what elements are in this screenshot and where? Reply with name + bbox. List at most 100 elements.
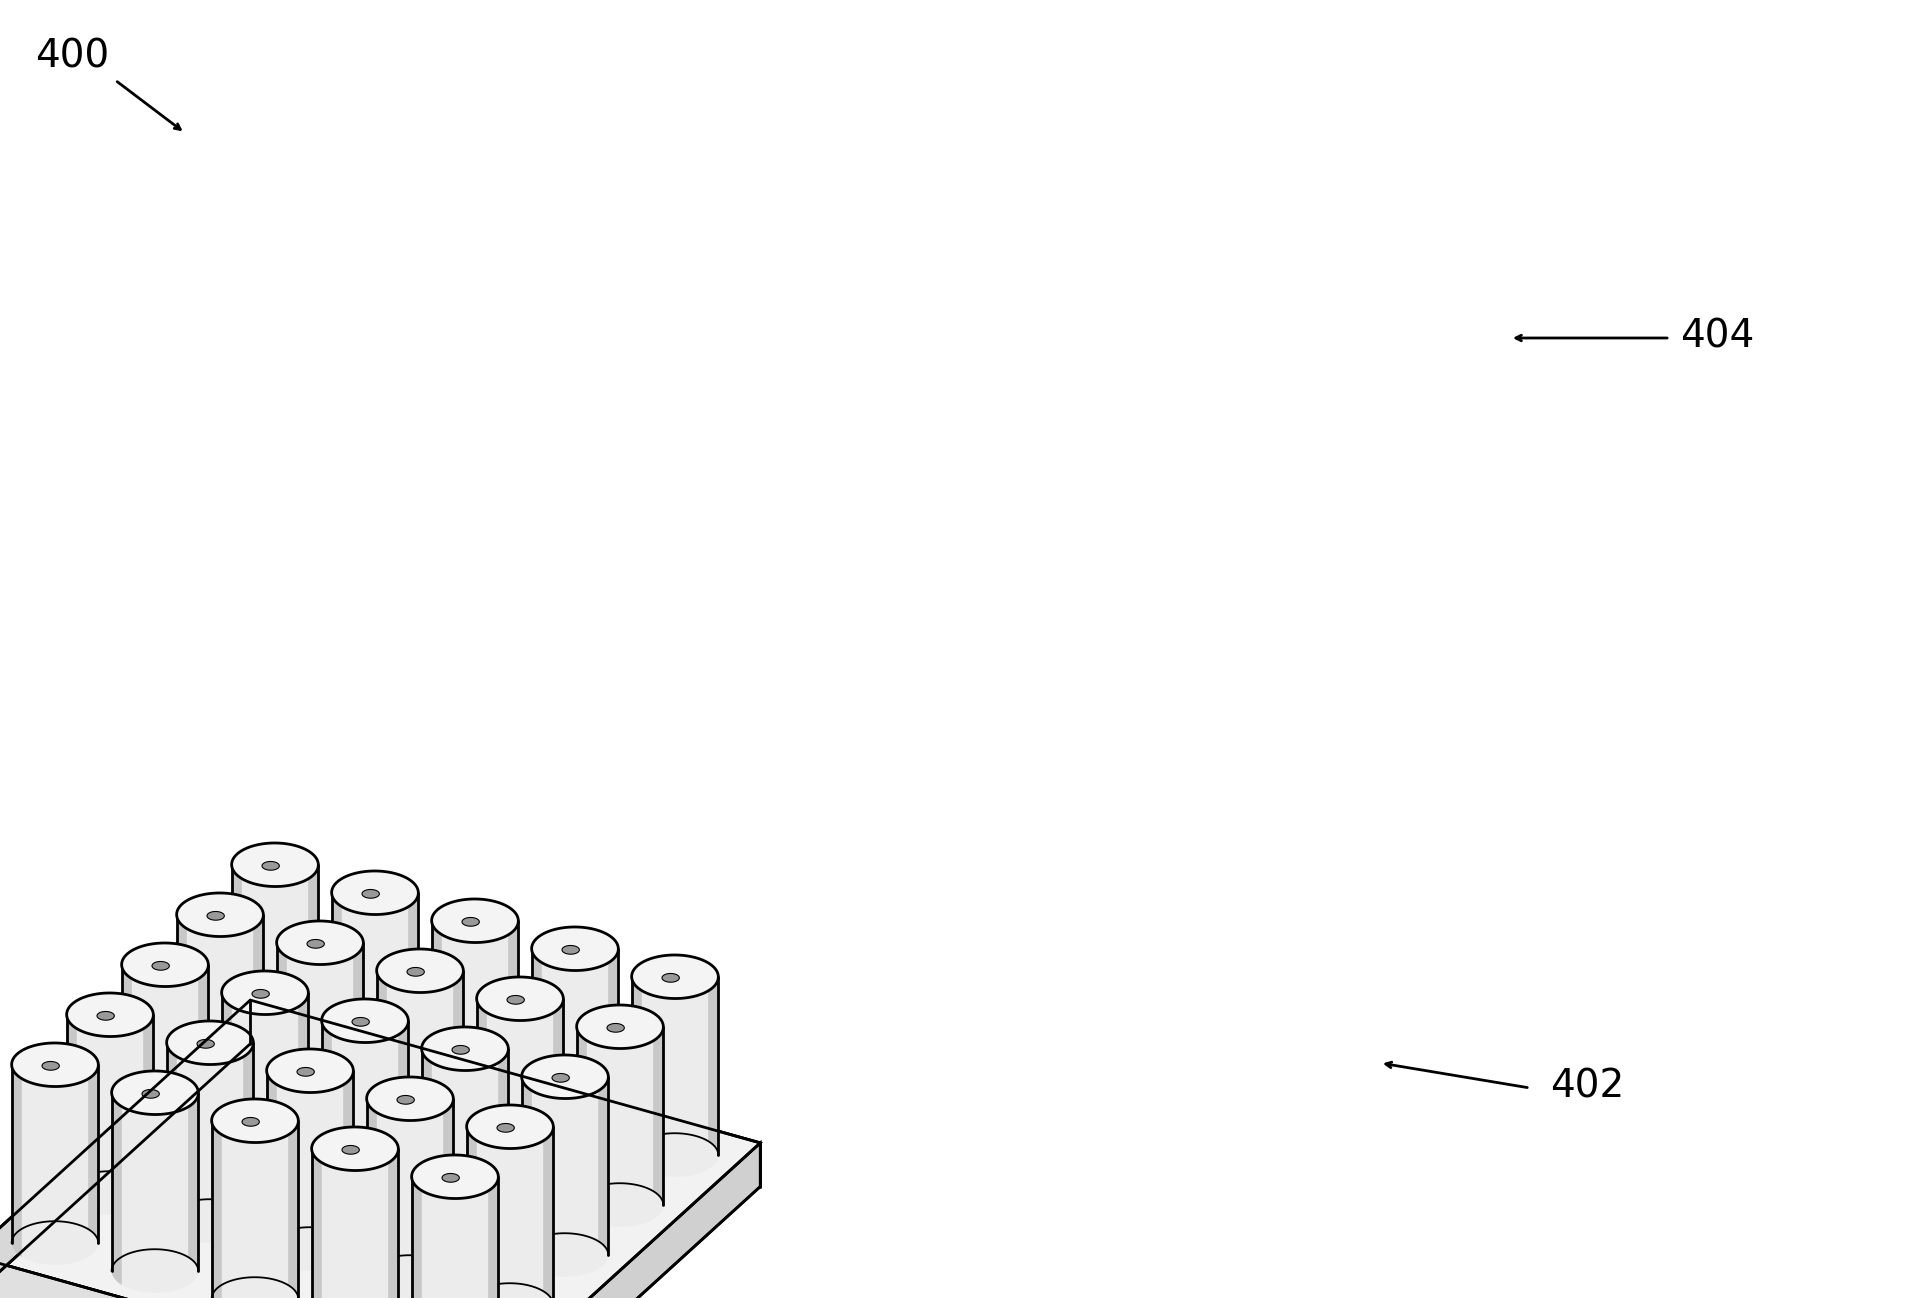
Polygon shape bbox=[12, 1044, 98, 1086]
Polygon shape bbox=[509, 907, 519, 1099]
Polygon shape bbox=[253, 989, 270, 998]
Polygon shape bbox=[366, 1077, 453, 1277]
Polygon shape bbox=[507, 996, 524, 1005]
Polygon shape bbox=[607, 1024, 625, 1032]
Polygon shape bbox=[143, 1089, 160, 1098]
Polygon shape bbox=[480, 1144, 760, 1298]
Polygon shape bbox=[532, 949, 542, 1141]
Polygon shape bbox=[467, 1105, 553, 1298]
Polygon shape bbox=[222, 993, 308, 1193]
Polygon shape bbox=[332, 893, 341, 1085]
Polygon shape bbox=[532, 927, 619, 971]
Polygon shape bbox=[413, 1155, 497, 1298]
Polygon shape bbox=[522, 1076, 609, 1277]
Polygon shape bbox=[366, 1098, 453, 1298]
Polygon shape bbox=[121, 942, 208, 986]
Polygon shape bbox=[243, 1029, 253, 1221]
Polygon shape bbox=[476, 998, 488, 1190]
Polygon shape bbox=[632, 955, 719, 998]
Polygon shape bbox=[312, 1127, 399, 1171]
Polygon shape bbox=[397, 1096, 415, 1105]
Polygon shape bbox=[121, 964, 208, 1164]
Polygon shape bbox=[212, 1099, 299, 1298]
Polygon shape bbox=[366, 1077, 453, 1120]
Text: 402: 402 bbox=[1550, 1068, 1623, 1106]
Polygon shape bbox=[197, 1040, 214, 1049]
Polygon shape bbox=[266, 1071, 278, 1263]
Polygon shape bbox=[312, 1127, 399, 1298]
Polygon shape bbox=[322, 999, 409, 1199]
Polygon shape bbox=[341, 1146, 359, 1154]
Polygon shape bbox=[476, 977, 563, 1177]
Polygon shape bbox=[322, 1020, 409, 1221]
Polygon shape bbox=[576, 1005, 663, 1049]
Polygon shape bbox=[143, 1001, 154, 1193]
Polygon shape bbox=[553, 985, 563, 1177]
Polygon shape bbox=[388, 1134, 399, 1298]
Polygon shape bbox=[67, 1015, 77, 1207]
Polygon shape bbox=[399, 1007, 409, 1199]
Polygon shape bbox=[422, 1027, 509, 1071]
Polygon shape bbox=[432, 900, 519, 942]
Polygon shape bbox=[276, 942, 362, 1142]
Polygon shape bbox=[432, 920, 442, 1112]
Polygon shape bbox=[607, 935, 619, 1127]
Polygon shape bbox=[708, 963, 719, 1155]
Polygon shape bbox=[442, 1173, 459, 1182]
Polygon shape bbox=[476, 977, 563, 1020]
Polygon shape bbox=[654, 1012, 663, 1205]
Polygon shape bbox=[0, 999, 760, 1298]
Polygon shape bbox=[661, 974, 679, 983]
Polygon shape bbox=[231, 864, 318, 1064]
Polygon shape bbox=[322, 999, 409, 1042]
Polygon shape bbox=[121, 942, 208, 1144]
Polygon shape bbox=[561, 945, 578, 954]
Polygon shape bbox=[231, 842, 318, 1044]
Polygon shape bbox=[0, 1255, 480, 1298]
Text: 400: 400 bbox=[35, 38, 110, 77]
Polygon shape bbox=[353, 1018, 370, 1027]
Polygon shape bbox=[67, 1015, 154, 1215]
Polygon shape bbox=[312, 1149, 399, 1298]
Polygon shape bbox=[177, 893, 264, 937]
Polygon shape bbox=[276, 922, 362, 1121]
Polygon shape bbox=[376, 949, 463, 993]
Polygon shape bbox=[297, 1067, 314, 1076]
Polygon shape bbox=[422, 1049, 509, 1249]
Polygon shape bbox=[407, 967, 424, 976]
Polygon shape bbox=[322, 1020, 332, 1212]
Polygon shape bbox=[467, 1127, 476, 1298]
Polygon shape bbox=[376, 971, 463, 1171]
Polygon shape bbox=[251, 999, 760, 1186]
Polygon shape bbox=[0, 999, 251, 1298]
Polygon shape bbox=[532, 927, 619, 1127]
Polygon shape bbox=[112, 1071, 199, 1271]
Polygon shape bbox=[287, 1107, 299, 1298]
Polygon shape bbox=[497, 1035, 509, 1227]
Polygon shape bbox=[189, 1079, 199, 1271]
Polygon shape bbox=[307, 940, 324, 949]
Polygon shape bbox=[231, 842, 318, 887]
Polygon shape bbox=[177, 893, 264, 1093]
Polygon shape bbox=[222, 971, 308, 1171]
Polygon shape bbox=[463, 918, 480, 927]
Polygon shape bbox=[451, 1045, 469, 1054]
Polygon shape bbox=[177, 915, 187, 1107]
Polygon shape bbox=[366, 1098, 376, 1292]
Polygon shape bbox=[67, 993, 154, 1037]
Polygon shape bbox=[422, 1027, 509, 1227]
Polygon shape bbox=[632, 955, 719, 1155]
Polygon shape bbox=[231, 864, 241, 1057]
Polygon shape bbox=[253, 901, 264, 1093]
Polygon shape bbox=[276, 942, 287, 1134]
Polygon shape bbox=[112, 1093, 199, 1293]
Polygon shape bbox=[443, 1085, 453, 1277]
Polygon shape bbox=[576, 1027, 586, 1219]
Polygon shape bbox=[532, 949, 619, 1149]
Polygon shape bbox=[576, 1005, 663, 1205]
Polygon shape bbox=[212, 1120, 299, 1298]
Polygon shape bbox=[476, 998, 563, 1199]
Polygon shape bbox=[488, 1163, 497, 1298]
Polygon shape bbox=[89, 1051, 98, 1243]
Polygon shape bbox=[12, 1044, 98, 1243]
